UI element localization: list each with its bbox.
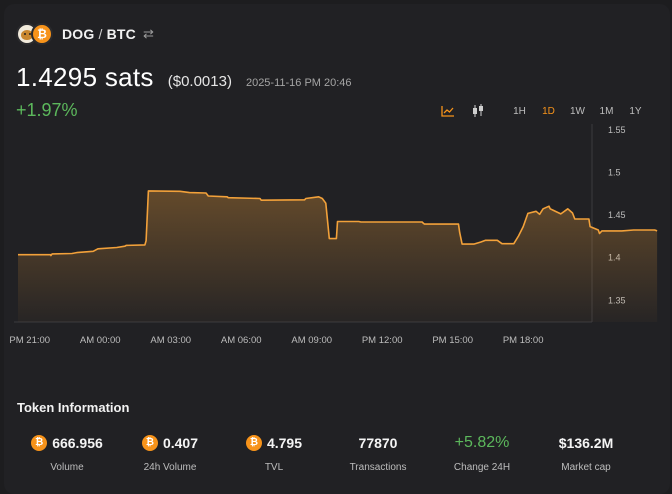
x-tick-label: AM 03:00	[150, 335, 191, 346]
price-area	[18, 190, 658, 322]
x-tick-label: PM 15:00	[432, 335, 473, 346]
stat-volume: ₿ 666.956 Volume	[13, 432, 121, 473]
chart-toolbar: 1H 1D 1W 1M 1Y	[433, 102, 650, 120]
price-line	[18, 190, 658, 257]
y-tick-label: 1.5	[608, 168, 621, 178]
usd-price: ($0.0013)	[167, 73, 232, 90]
current-price: 1.4295 sats	[16, 62, 154, 92]
line-chart-icon[interactable]	[433, 102, 463, 120]
y-tick-label: 1.45	[608, 210, 626, 220]
stat-value: ₿ 666.956	[13, 432, 121, 454]
stat-label: TVL	[264, 462, 284, 473]
bitcoin-icon: ₿	[31, 435, 48, 451]
stat-change-24h: +5.82% Change 24H	[428, 432, 536, 473]
candlestick-icon[interactable]	[463, 102, 493, 120]
btc-token-icon: ₿	[31, 23, 53, 45]
x-tick-label: PM 18:00	[503, 335, 544, 346]
stat-label: Transactions	[349, 462, 407, 473]
y-tick-label: 1.55	[608, 125, 626, 135]
x-tick-label: PM 12:00	[362, 335, 403, 346]
pair-name: DOG / BTC	[62, 26, 136, 42]
stat-24h-volume: ₿ 0.407 24h Volume	[116, 432, 224, 473]
base-token: DOG	[62, 26, 95, 42]
quote-token: BTC	[106, 26, 136, 42]
stat-label: 24h Volume	[143, 462, 197, 473]
timeframe-1h[interactable]: 1H	[513, 105, 526, 117]
pair-separator: /	[98, 26, 103, 42]
bitcoin-icon: ₿	[245, 435, 262, 451]
stat-value: ₿ 4.795	[220, 432, 328, 454]
stat-value-text: +5.82%	[454, 434, 510, 451]
price-change: +1.97%	[16, 100, 78, 120]
x-tick-label: PM 21:00	[9, 335, 50, 346]
stat-value: $136.2M	[532, 432, 640, 454]
x-tick-label: AM 06:00	[221, 335, 262, 346]
price-timestamp: 2025-11-16 PM 20:46	[245, 77, 352, 89]
pair-header: ₿ DOG / BTC ⇄	[16, 22, 154, 46]
stat-value: +5.82%	[428, 432, 536, 454]
x-tick-label: AM 00:00	[80, 335, 121, 346]
timeframe-1w[interactable]: 1W	[570, 105, 585, 117]
token-pair-icons: ₿	[16, 23, 53, 45]
timeframe-1y[interactable]: 1Y	[629, 105, 642, 117]
timeframe-1m[interactable]: 1M	[599, 105, 614, 117]
token-info-title: Token Information	[17, 400, 130, 415]
stat-value: 77870	[324, 432, 432, 454]
timeframe-1d[interactable]: 1D	[542, 105, 555, 117]
stat-tvl: ₿ 4.795 TVL	[220, 432, 328, 473]
stat-label: Change 24H	[453, 462, 511, 473]
stat-label: Market cap	[561, 462, 611, 473]
stat-value-text: 0.407	[162, 435, 199, 451]
price-row: 1.4295 sats ($0.0013) 2025-11-16 PM 20:4…	[16, 62, 352, 93]
stat-value: ₿ 0.407	[116, 432, 224, 454]
stat-market-cap: $136.2M Market cap	[532, 432, 640, 473]
stat-value-text: 4.795	[266, 435, 303, 451]
stat-label: Volume	[50, 462, 84, 473]
stat-value-text: 666.956	[52, 435, 103, 451]
stat-value-text: $136.2M	[558, 435, 614, 451]
swap-icon[interactable]: ⇄	[142, 26, 154, 41]
stat-transactions: 77870 Transactions	[324, 432, 432, 473]
bitcoin-icon: ₿	[141, 435, 158, 451]
x-tick-label: AM 09:00	[291, 335, 332, 346]
stat-value-text: 77870	[358, 435, 398, 451]
